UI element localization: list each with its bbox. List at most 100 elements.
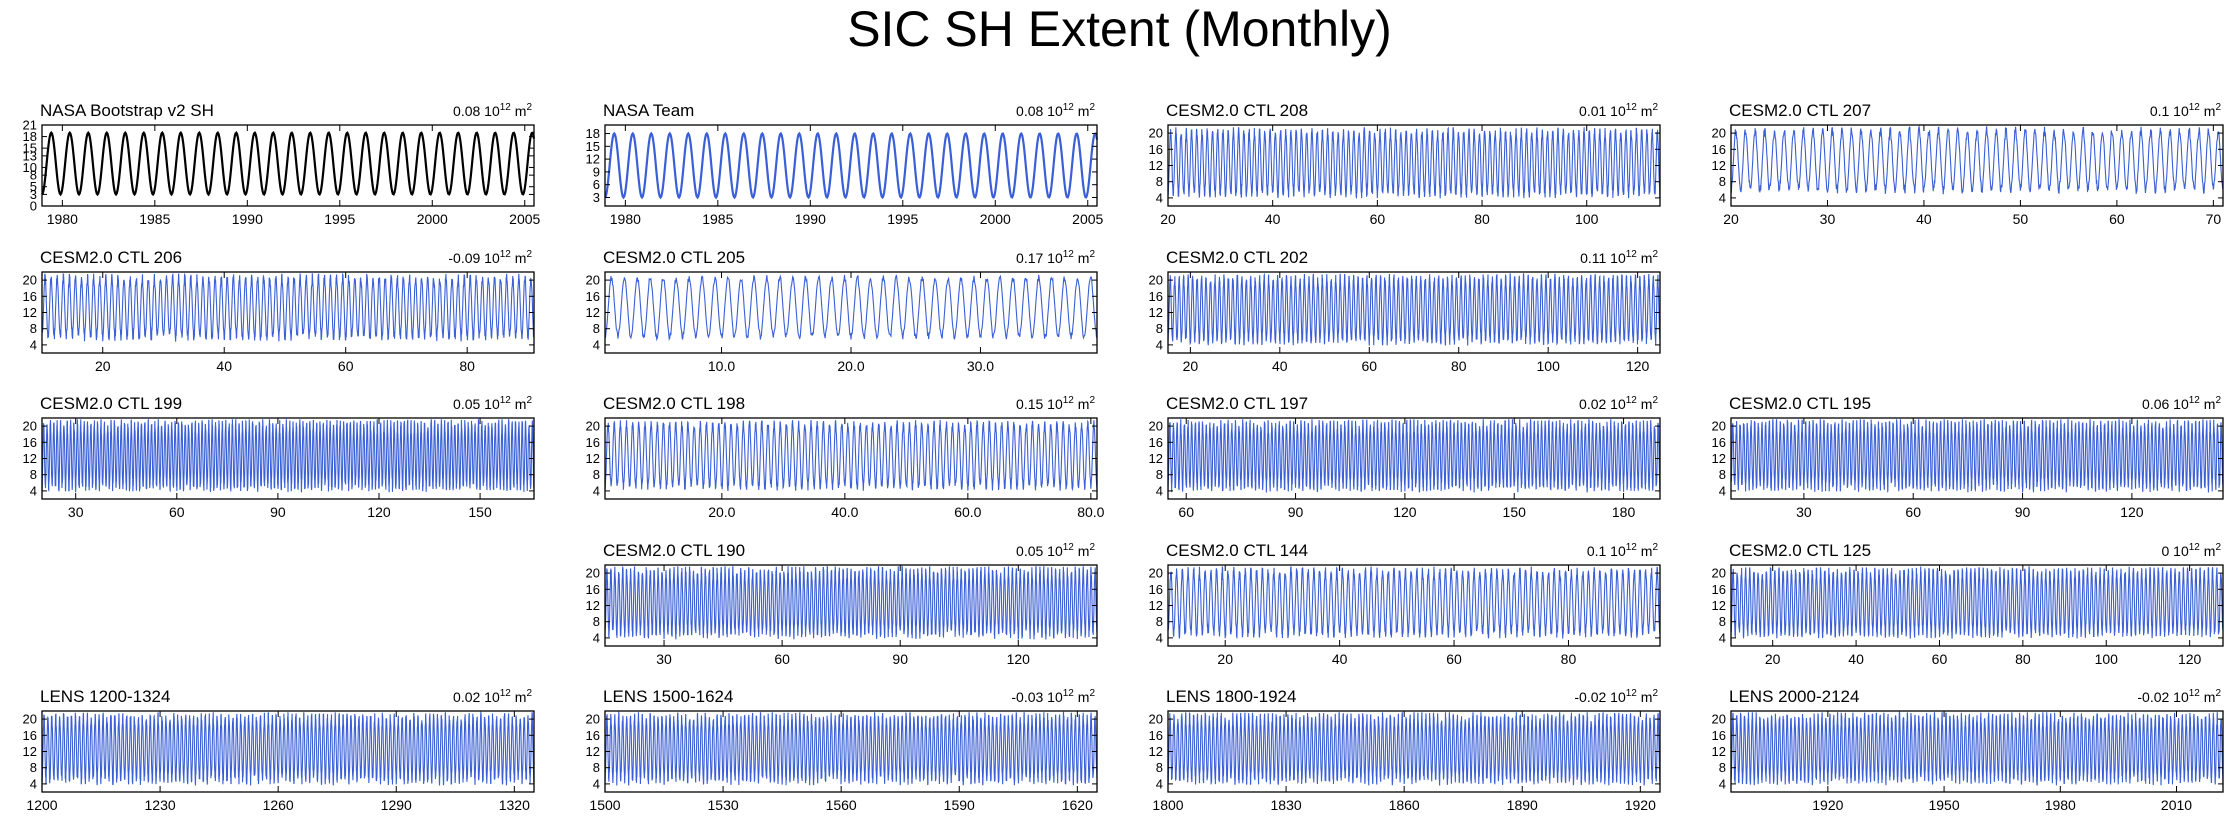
x-tick-label: 50 xyxy=(2013,211,2029,227)
trend-value: 0.02 10 xyxy=(453,689,500,705)
trend-value: 0.1 10 xyxy=(1587,543,1626,559)
y-tick-label: 12 xyxy=(586,305,600,320)
y-tick-label: 8 xyxy=(30,321,37,336)
trend-unit: m xyxy=(511,689,527,705)
y-tick-label: 20 xyxy=(1149,419,1163,434)
y-tick-label: 16 xyxy=(586,582,600,597)
y-tick-label: 12 xyxy=(586,744,600,759)
trend-unit-exponent: 2 xyxy=(1089,542,1095,553)
x-tick-label: 120 xyxy=(1626,358,1650,374)
y-tick-label: 20 xyxy=(1712,419,1726,434)
y-tick-label: 8 xyxy=(1719,614,1726,629)
data-line xyxy=(1167,566,1661,640)
y-tick-label: 0 xyxy=(30,199,37,214)
trend-value: 0.08 10 xyxy=(1016,103,1063,119)
x-tick-label: 2010 xyxy=(2161,797,2192,813)
trend-unit-exponent: 2 xyxy=(2215,542,2221,553)
trend-label: 0.08 1012 m2 xyxy=(453,102,532,119)
trend-exponent: 12 xyxy=(1626,249,1638,260)
x-tick-label: 1530 xyxy=(708,797,739,813)
y-tick-label: 16 xyxy=(1712,142,1726,157)
y-tick-label: 4 xyxy=(1156,630,1163,645)
y-tick-label: 9 xyxy=(593,164,600,179)
x-tick-label: 40 xyxy=(1272,358,1288,374)
x-tick-label: 2000 xyxy=(417,211,448,227)
x-tick-label: 60 xyxy=(1446,651,1462,667)
panel-title: CESM2.0 CTL 206 xyxy=(40,248,182,267)
x-tick-label: 1920 xyxy=(1625,797,1656,813)
y-tick-label: 12 xyxy=(586,451,600,466)
y-tick-label: 16 xyxy=(586,289,600,304)
y-tick-label: 12 xyxy=(23,744,37,759)
x-tick-label: 80.0 xyxy=(1077,504,1104,520)
trend-unit-exponent: 2 xyxy=(526,102,532,113)
x-tick-label: 40 xyxy=(1265,211,1281,227)
trend-exponent: 12 xyxy=(500,395,512,406)
trend-exponent: 12 xyxy=(2189,688,2201,699)
figure-title: SIC SH Extent (Monthly) xyxy=(847,1,1392,57)
x-tick-label: 60 xyxy=(1932,651,1948,667)
y-tick-label: 8 xyxy=(1156,174,1163,189)
x-tick-label: 1590 xyxy=(944,797,975,813)
x-tick-label: 40 xyxy=(1332,651,1348,667)
trend-label: 0.08 1012 m2 xyxy=(1016,102,1095,119)
x-tick-label: 1230 xyxy=(145,797,176,813)
x-tick-label: 60 xyxy=(774,651,790,667)
trend-unit: m xyxy=(511,103,527,119)
x-tick-label: 80 xyxy=(2015,651,2031,667)
x-tick-label: 60 xyxy=(1905,504,1921,520)
x-tick-label: 20.0 xyxy=(708,504,735,520)
y-tick-label: 20 xyxy=(586,566,600,581)
trend-label: 0.1 1012 m2 xyxy=(1587,542,1659,559)
y-tick-label: 16 xyxy=(1712,728,1726,743)
y-tick-label: 12 xyxy=(1712,598,1726,613)
trend-exponent: 12 xyxy=(2189,395,2201,406)
data-line xyxy=(1730,566,2224,640)
y-tick-label: 20 xyxy=(23,273,37,288)
x-tick-label: 30 xyxy=(68,504,84,520)
trend-exponent: 12 xyxy=(500,688,512,699)
data-line xyxy=(604,565,1098,641)
y-tick-label: 12 xyxy=(23,305,37,320)
y-tick-label: 12 xyxy=(1149,744,1163,759)
data-line xyxy=(604,710,1098,786)
y-tick-label: 8 xyxy=(30,467,37,482)
y-tick-label: 4 xyxy=(593,337,600,352)
x-tick-label: 20 xyxy=(1217,651,1233,667)
x-tick-label: 1990 xyxy=(795,211,826,227)
x-tick-label: 1320 xyxy=(499,797,530,813)
y-tick-label: 4 xyxy=(1156,483,1163,498)
y-tick-label: 8 xyxy=(1719,760,1726,775)
trend-unit-exponent: 2 xyxy=(2215,395,2221,406)
y-tick-label: 16 xyxy=(23,289,37,304)
y-tick-label: 13 xyxy=(23,148,37,163)
trend-label: 0.05 1012 m2 xyxy=(453,395,532,412)
trend-exponent: 12 xyxy=(2189,542,2201,553)
x-tick-label: 60 xyxy=(2109,211,2125,227)
axes-frame xyxy=(41,124,535,207)
trend-value: 0.08 10 xyxy=(453,103,500,119)
y-tick-label: 8 xyxy=(30,168,37,183)
panel-title: CESM2.0 CTL 198 xyxy=(603,394,745,413)
trend-label: 0 1012 m2 xyxy=(2162,542,2222,559)
trend-value: -0.02 10 xyxy=(2137,689,2189,705)
x-tick-label: 120 xyxy=(2178,651,2202,667)
data-line xyxy=(1167,712,1661,786)
x-tick-label: 40 xyxy=(1848,651,1864,667)
x-tick-label: 60 xyxy=(1361,358,1377,374)
y-tick-label: 20 xyxy=(1149,566,1163,581)
y-tick-label: 12 xyxy=(586,598,600,613)
y-tick-label: 4 xyxy=(1719,776,1726,791)
trend-exponent: 12 xyxy=(1063,688,1075,699)
y-tick-label: 10 xyxy=(23,160,37,175)
x-tick-label: 150 xyxy=(468,504,492,520)
x-tick-label: 30 xyxy=(656,651,672,667)
y-tick-label: 16 xyxy=(586,435,600,450)
x-tick-label: 80 xyxy=(1561,651,1577,667)
panel-title: CESM2.0 CTL 208 xyxy=(1166,101,1308,120)
